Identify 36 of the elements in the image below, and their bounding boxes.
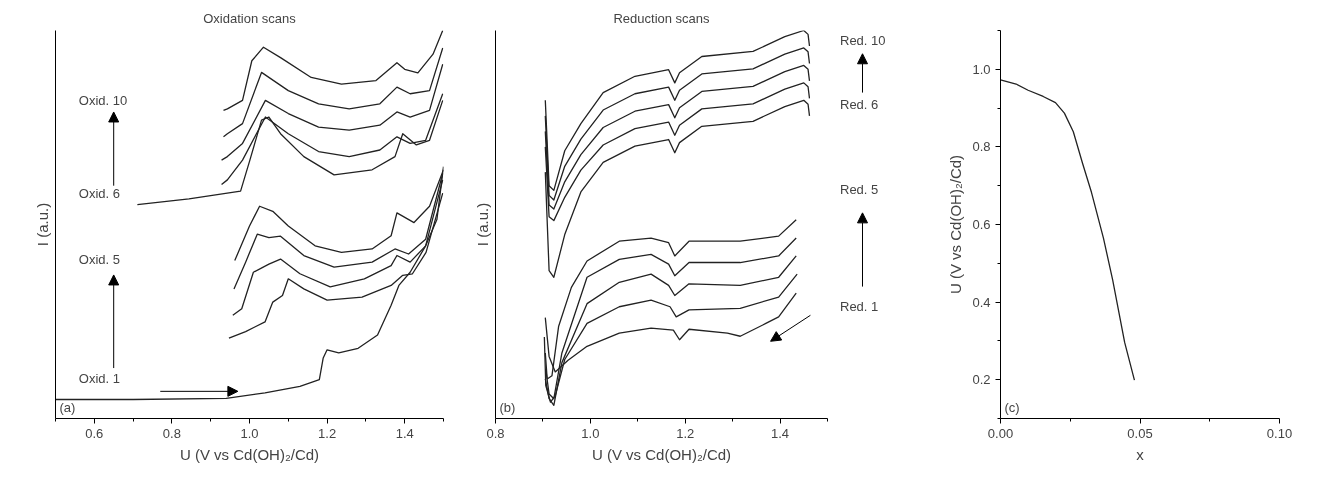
text: Red. 1: [840, 298, 879, 314]
annotation: Oxid. 1: [78, 370, 120, 386]
y-tick-label: 0.4: [972, 294, 991, 310]
chart-title: Oxidation scans: [203, 10, 297, 26]
text: Red. 10: [840, 32, 886, 48]
x-tick-label: 1.0: [581, 425, 600, 441]
x-axis-title: U (V vs Cd(OH)₂/Cd): [591, 445, 732, 463]
x-tick-label: 0.10: [1266, 425, 1293, 441]
annotation: Oxid. 6: [78, 186, 120, 202]
text: Red. 6: [840, 96, 879, 112]
y-axis-title: U (V vs Cd(OH)₂/Cd): [947, 154, 965, 295]
chart-title: Reduction scans: [613, 10, 711, 26]
x-tick-label: 1.4: [395, 425, 414, 441]
y-axis-title: I (a.u.): [33, 202, 51, 247]
x-tick-label: 1.4: [771, 425, 790, 441]
annotation: (a): [59, 399, 76, 415]
x-tick-label: 1.0: [240, 425, 259, 441]
x-tick-label: 0.00: [987, 425, 1014, 441]
y-tick-label: 0.8: [972, 139, 991, 155]
x-tick-label: 0.05: [1127, 425, 1153, 441]
y-tick-label: 1.0: [972, 61, 991, 77]
annotation: Oxid. 10: [78, 93, 128, 109]
y-axis-title: I (a.u.): [473, 202, 491, 247]
x-axis-title: U (V vs Cd(OH)₂/Cd): [179, 445, 320, 463]
x-tick-label: 1.2: [676, 425, 695, 441]
y-tick-label: 0.2: [972, 372, 991, 388]
x-tick-label: 1.2: [318, 425, 337, 441]
x-tick-label: 0.6: [85, 425, 104, 441]
annotation: Oxid. 5: [78, 252, 120, 268]
annotation: (c): [1004, 399, 1020, 415]
x-tick-label: 0.8: [486, 425, 505, 441]
x-tick-label: 0.8: [162, 425, 181, 441]
annotation: (b): [499, 399, 516, 415]
y-tick-label: 0.6: [972, 217, 991, 232]
text: Red. 5: [840, 182, 879, 198]
x-axis-title: x: [1136, 445, 1145, 463]
